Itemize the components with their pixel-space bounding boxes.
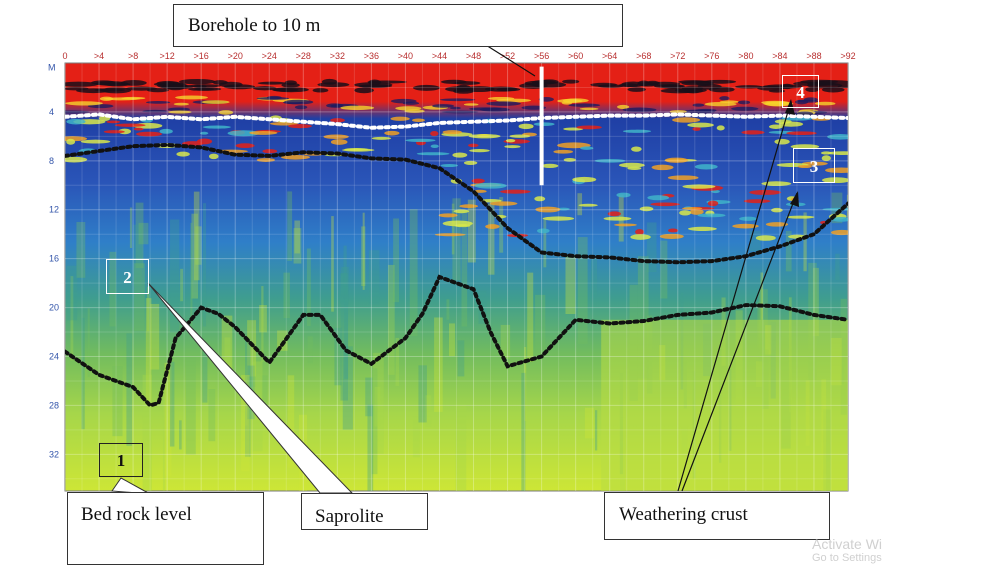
interpreted-boundaries — [65, 112, 848, 408]
y-tick-label: 12 — [49, 205, 59, 215]
watermark-line-2: Go to Settings — [812, 552, 882, 564]
x-axis-ticks: 0 >4 >8 >12 >16 >20 >24 >28 >32 >36 >40 >44 >48 >52 >5… — [62, 51, 855, 61]
y-tick-label: 16 — [49, 254, 59, 264]
borehole-callout-text: Borehole to 10 m — [188, 15, 321, 36]
saprolite-callout: Saprolite — [301, 493, 428, 530]
x-tick-label: >24 — [262, 51, 277, 61]
zone-2-text: 2 — [123, 268, 132, 287]
x-tick-label: >32 — [330, 51, 345, 61]
zone-2-label: 2 — [106, 259, 149, 294]
signal-texture — [65, 78, 848, 491]
y-tick-label: 20 — [49, 303, 59, 313]
crust-pointer-3 — [681, 192, 798, 492]
crust-pointer-4 — [677, 100, 792, 492]
zone-3-label: 3 — [793, 148, 835, 183]
activation-watermark: Activate Wi Go to Settings — [812, 536, 882, 564]
x-tick-label: >48 — [466, 51, 481, 61]
y-axis-ticks: M 4 8 12 16 20 24 28 32 — [48, 62, 59, 459]
y-tick-label: 24 — [49, 351, 59, 361]
x-tick-label: >56 — [534, 51, 549, 61]
crust-arrowhead-3 — [790, 191, 799, 207]
x-tick-label: >80 — [738, 51, 753, 61]
y-tick-label: 8 — [49, 156, 54, 166]
zone-1-text: 1 — [116, 451, 126, 470]
x-tick-label: >44 — [432, 51, 447, 61]
x-tick-label: >92 — [840, 51, 855, 61]
watermark-line-1: Activate Wi — [812, 536, 883, 552]
zone-4-text: 4 — [796, 83, 805, 102]
x-tick-label: >40 — [398, 51, 413, 61]
y-unit-label: M — [48, 62, 56, 72]
boundary-line-3 — [65, 274, 848, 408]
x-tick-label: >84 — [772, 51, 787, 61]
x-tick-label: >20 — [228, 51, 243, 61]
zone-4-label: 4 — [782, 75, 819, 108]
boundary-line-1 — [65, 112, 848, 130]
boundary-line-2 — [65, 142, 848, 265]
x-tick-label: >36 — [364, 51, 379, 61]
zone-1-label: 1 — [99, 443, 143, 477]
x-tick-label: >64 — [602, 51, 617, 61]
crust-callout: Weathering crust — [604, 492, 830, 540]
x-tick-label: >28 — [296, 51, 311, 61]
x-tick-label: >8 — [128, 51, 138, 61]
y-tick-label: 32 — [49, 449, 59, 459]
x-tick-label: >16 — [194, 51, 209, 61]
y-tick-label: 28 — [49, 400, 59, 410]
x-tick-label: >88 — [806, 51, 821, 61]
x-tick-label: >52 — [500, 51, 515, 61]
x-tick-label: >68 — [636, 51, 651, 61]
crust-callout-text: Weathering crust — [619, 504, 748, 525]
y-tick-label: 4 — [49, 107, 54, 117]
borehole-callout: Borehole to 10 m — [173, 4, 623, 47]
saprolite-callout-text: Saprolite — [315, 506, 384, 527]
x-tick-label: >4 — [94, 51, 104, 61]
zone-3-text: 3 — [809, 157, 819, 176]
grid — [65, 63, 848, 491]
x-tick-label: >12 — [159, 51, 174, 61]
x-tick-label: >60 — [568, 51, 583, 61]
bedrock-callout: Bed rock level — [67, 492, 264, 565]
x-tick-label: >72 — [670, 51, 685, 61]
x-tick-label: 0 — [62, 51, 67, 61]
bedrock-callout-text: Bed rock level — [81, 504, 192, 525]
x-tick-label: >76 — [704, 51, 719, 61]
